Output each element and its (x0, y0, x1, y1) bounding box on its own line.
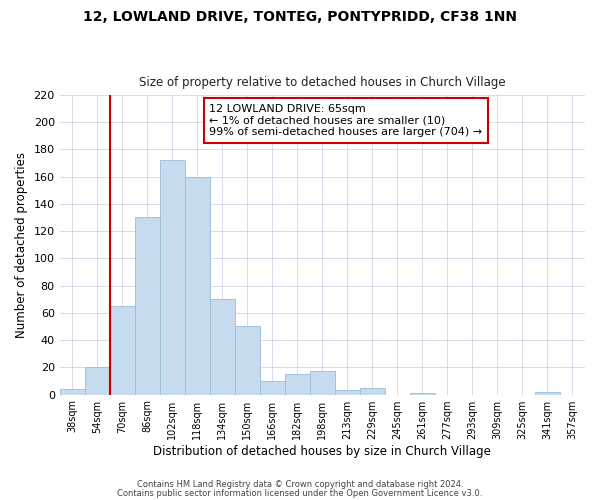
Text: 12, LOWLAND DRIVE, TONTEG, PONTYPRIDD, CF38 1NN: 12, LOWLAND DRIVE, TONTEG, PONTYPRIDD, C… (83, 10, 517, 24)
Bar (160, 160, 185, 394)
Bar (235, 326, 260, 394)
Bar (260, 381, 285, 394)
Bar (110, 306, 135, 394)
Bar (185, 176, 210, 394)
Y-axis label: Number of detached properties: Number of detached properties (15, 152, 28, 338)
X-axis label: Distribution of detached houses by size in Church Village: Distribution of detached houses by size … (154, 444, 491, 458)
Title: Size of property relative to detached houses in Church Village: Size of property relative to detached ho… (139, 76, 506, 90)
Bar (59, 389, 85, 394)
Bar (85, 368, 110, 394)
Text: Contains public sector information licensed under the Open Government Licence v3: Contains public sector information licen… (118, 488, 482, 498)
Bar (410, 393, 435, 394)
Text: 12 LOWLAND DRIVE: 65sqm
← 1% of detached houses are smaller (10)
99% of semi-det: 12 LOWLAND DRIVE: 65sqm ← 1% of detached… (209, 104, 482, 137)
Bar (360, 388, 385, 394)
Bar (335, 390, 360, 394)
Bar (310, 372, 335, 394)
Bar (210, 299, 235, 394)
Text: Contains HM Land Registry data © Crown copyright and database right 2024.: Contains HM Land Registry data © Crown c… (137, 480, 463, 489)
Bar (285, 374, 310, 394)
Bar (535, 392, 560, 394)
Bar (135, 218, 160, 394)
